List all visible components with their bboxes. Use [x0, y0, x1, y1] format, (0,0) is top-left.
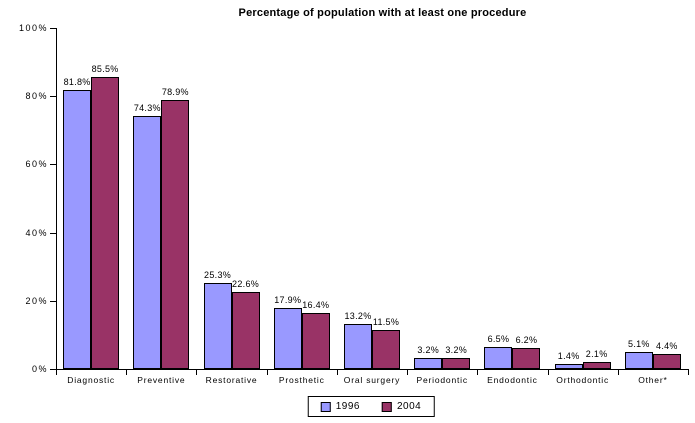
x-category-label: Diagnostic — [67, 375, 115, 385]
x-category-label: Periodontic — [416, 375, 468, 385]
legend-swatch-1996-icon — [320, 401, 331, 412]
legend: 1996 2004 — [307, 396, 435, 417]
bar-value-label: 2.1% — [585, 349, 608, 359]
bar-2004-prosthetic — [301, 313, 330, 369]
bar-value-label: 16.4% — [302, 300, 330, 310]
bar-value-label: 6.2% — [515, 335, 538, 345]
bar-2004-oral-surgery — [372, 330, 400, 369]
bar-value-label: 74.3% — [133, 103, 161, 113]
bar-1996-diagnostic — [63, 90, 92, 369]
bar-value-label: 6.5% — [487, 334, 510, 344]
x-axis-tick — [407, 370, 409, 375]
x-axis-tick — [126, 370, 128, 375]
x-category-label: Oral surgery — [343, 375, 401, 385]
x-axis-tick — [547, 370, 549, 375]
bar-1996-preventive — [133, 116, 162, 369]
y-axis-line — [56, 28, 57, 369]
y-axis-tick — [50, 28, 56, 29]
bar-2004-periodontic — [442, 358, 471, 369]
y-axis-tick — [50, 232, 56, 234]
y-tick-label: 0% — [31, 364, 48, 374]
legend-item-2004: 2004 — [382, 401, 421, 412]
bar-value-label: 81.8% — [63, 77, 91, 87]
y-axis-tick — [50, 300, 56, 302]
bar-2004-diagnostic — [91, 77, 120, 369]
bar-1996-restorative — [203, 283, 232, 369]
y-axis-tick — [50, 164, 56, 166]
bar-2004-restorative — [231, 292, 260, 369]
x-axis-tick — [196, 370, 198, 375]
bar-1996-oral-surgery — [344, 324, 372, 369]
legend-item-1996: 1996 — [320, 401, 360, 412]
bar-2004-endodontic — [512, 348, 541, 369]
bar-value-label: 22.6% — [232, 279, 260, 289]
bar-2004-orthodontic — [582, 362, 611, 369]
bar-1996-periodontic — [414, 358, 443, 369]
x-category-label: Other* — [638, 375, 668, 385]
bar-value-label: 3.2% — [417, 345, 440, 355]
bar-1996-prosthetic — [273, 308, 302, 369]
x-axis-tick — [56, 370, 57, 375]
legend-label-2004: 2004 — [397, 401, 422, 412]
x-axis-tick — [688, 370, 689, 375]
bar-value-label: 3.2% — [445, 345, 468, 355]
y-tick-label: 20% — [25, 295, 48, 306]
y-tick-label: 80% — [25, 91, 48, 102]
x-axis-line — [56, 369, 689, 370]
bar-1996-other- — [624, 352, 653, 369]
bar-value-label: 78.9% — [161, 87, 189, 97]
bar-value-label: 4.4% — [656, 341, 678, 351]
x-category-label: Restorative — [205, 375, 258, 385]
y-axis-tick — [50, 369, 56, 370]
x-category-label: Preventive — [137, 375, 186, 385]
bar-value-label: 5.1% — [628, 339, 650, 349]
chart-title: Percentage of population with at least o… — [238, 7, 527, 19]
x-axis-tick — [617, 370, 619, 375]
bar-value-label: 85.5% — [91, 64, 119, 74]
bar-value-label: 11.5% — [372, 317, 400, 327]
y-tick-label: 40% — [25, 227, 48, 238]
bar-1996-orthodontic — [554, 364, 583, 369]
x-axis-tick — [477, 370, 479, 375]
y-tick-label: 100% — [18, 23, 48, 33]
bar-2004-other- — [652, 354, 681, 369]
x-axis-tick — [336, 370, 338, 375]
x-category-label: Prosthetic — [278, 375, 325, 385]
x-category-label: Orthodontic — [556, 375, 610, 385]
bar-value-label: 13.2% — [344, 311, 372, 321]
bar-1996-endodontic — [484, 347, 513, 369]
bar-value-label: 17.9% — [274, 295, 302, 305]
y-axis-tick — [50, 96, 56, 98]
bar-value-label: 1.4% — [557, 351, 580, 361]
bar-value-label: 25.3% — [204, 270, 232, 280]
x-axis-tick — [266, 370, 268, 375]
legend-label-1996: 1996 — [335, 401, 360, 412]
bar-2004-preventive — [161, 100, 190, 369]
y-tick-label: 60% — [25, 159, 48, 170]
x-category-label: Endodontic — [487, 375, 538, 385]
legend-swatch-2004-icon — [382, 401, 392, 412]
